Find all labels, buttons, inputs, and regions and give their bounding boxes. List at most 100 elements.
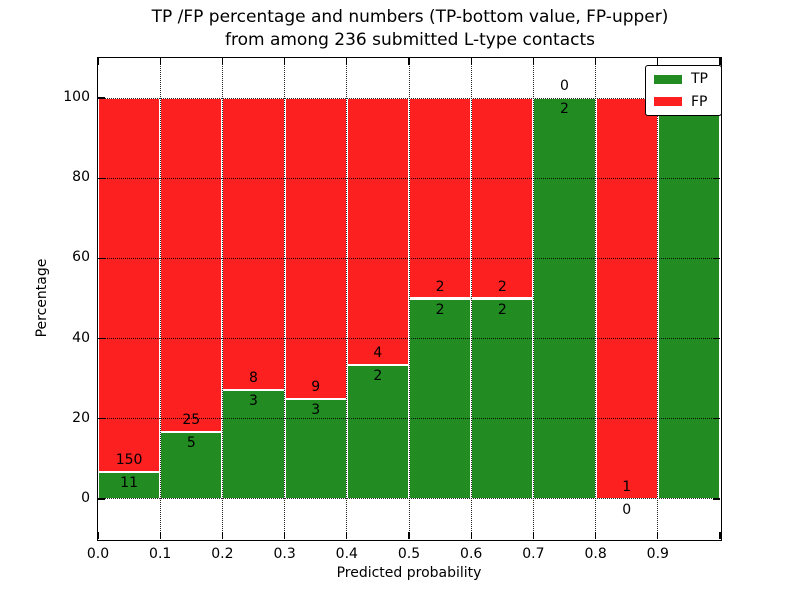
bar-count-label-tp: 2	[435, 301, 445, 318]
x-tick-mark	[595, 532, 597, 539]
legend-entry-fp: FP	[646, 94, 721, 110]
bar-segment-fp	[471, 98, 534, 299]
bar-count-label-fp: 25	[182, 412, 201, 429]
y-tick-mark-right	[713, 498, 720, 500]
x-tick-mark-top	[719, 58, 721, 65]
bar-count-label-tp: 11	[120, 474, 139, 491]
x-tick-mark	[159, 532, 161, 539]
bar-count-label-tp: 5	[186, 435, 196, 452]
bar-count-label-tp: 2	[560, 101, 569, 118]
bar-segment-tp	[409, 298, 472, 499]
x-tick-mark	[532, 532, 534, 539]
bar-segment-fp	[222, 98, 285, 390]
bar-count-label-tp: 0	[622, 501, 632, 518]
x-tick-mark	[221, 532, 223, 539]
bar-count-label-fp: 9	[311, 378, 321, 395]
bar-segment-fp	[346, 98, 409, 366]
bar-count-label-fp: 150	[115, 451, 143, 468]
y-tick-mark-right	[713, 418, 720, 420]
x-tick-mark	[284, 532, 286, 539]
chart-title-line1: TP /FP percentage and numbers (TP-bottom…	[151, 7, 669, 27]
bar-segment-fp	[98, 98, 161, 472]
x-tick-label: 0.5	[397, 546, 421, 562]
y-tick-label: 80	[72, 169, 90, 186]
y-tick-label: 100	[63, 89, 90, 106]
y-tick-mark-right	[713, 257, 720, 259]
gridline-vertical	[532, 58, 534, 539]
x-tick-label: 0.6	[460, 546, 483, 562]
x-tick-label: 0.9	[646, 546, 669, 562]
bar-count-label-tp: 2	[497, 301, 507, 318]
bar-segment-tp	[346, 365, 409, 499]
y-tick-label: 0	[81, 489, 90, 506]
x-tick-mark-top	[346, 58, 348, 65]
x-tick-mark	[408, 532, 410, 539]
x-tick-mark	[346, 532, 348, 539]
bar-count-label-fp: 0	[560, 78, 569, 95]
x-tick-label: 0.1	[149, 546, 172, 562]
gridline-horizontal	[98, 498, 720, 500]
x-tick-mark-top	[284, 58, 286, 65]
tp-swatch-icon	[654, 74, 682, 84]
bar-count-label-fp: 2	[435, 278, 445, 295]
x-tick-label: 0.0	[86, 546, 110, 562]
bar-segment-fp	[595, 98, 658, 499]
bar-count-label-tp: 2	[373, 368, 383, 385]
gridline-vertical	[221, 58, 223, 539]
x-tick-label: 0.3	[273, 546, 296, 562]
x-axis-label: Predicted probability	[336, 565, 482, 581]
x-tick-label: 0.7	[522, 546, 545, 562]
y-tick-mark	[98, 257, 105, 259]
legend-entry-tp: TP	[646, 71, 721, 87]
y-tick-label: 20	[72, 409, 90, 426]
bar-count-label-fp: 2	[497, 278, 507, 295]
x-tick-mark	[657, 532, 659, 539]
bar-segment-tp	[533, 98, 596, 499]
bar-count-label-fp: 8	[249, 369, 258, 386]
x-tick-mark	[719, 532, 721, 539]
gridline-vertical	[346, 58, 348, 539]
legend-label-fp: FP	[691, 93, 708, 110]
y-tick-mark-right	[713, 177, 720, 179]
bar-segment-tp	[98, 471, 161, 499]
bar-segment-tp	[657, 98, 720, 499]
gridline-vertical	[470, 58, 472, 539]
x-tick-mark-top	[97, 58, 99, 65]
gridline-vertical	[657, 58, 659, 539]
bar-segment-tp	[222, 389, 285, 499]
chart-title-line2: from among 236 submitted L-type contacts	[224, 30, 595, 50]
legend-label-tp: TP	[691, 71, 708, 88]
x-tick-mark-top	[221, 58, 223, 65]
x-tick-label: 0.2	[211, 546, 234, 562]
fp-swatch-icon	[654, 97, 682, 107]
gridline-vertical	[408, 58, 410, 539]
gridline-vertical	[595, 58, 597, 539]
y-tick-mark	[98, 418, 105, 420]
x-tick-label: 0.4	[335, 546, 358, 562]
x-tick-mark-top	[595, 58, 597, 65]
gridline-horizontal	[98, 177, 720, 179]
bar-segment-fp	[284, 98, 347, 399]
gridline-vertical	[159, 58, 161, 539]
x-tick-mark-top	[532, 58, 534, 65]
x-tick-label: 0.8	[584, 546, 607, 562]
y-tick-mark	[98, 337, 105, 340]
gridline-horizontal	[98, 97, 720, 99]
y-tick-label: 40	[72, 329, 90, 346]
x-tick-mark	[97, 532, 99, 539]
y-tick-mark-right	[713, 337, 720, 340]
bar-segment-tp	[284, 398, 347, 499]
y-tick-mark	[98, 498, 105, 500]
bar-segment-fp	[409, 98, 472, 299]
x-tick-mark-top	[159, 58, 161, 65]
gridline-horizontal	[98, 338, 720, 340]
bar-segment-tp	[160, 432, 223, 499]
plot-area	[97, 57, 722, 541]
gridline-horizontal	[98, 418, 720, 420]
gridline-vertical	[284, 58, 286, 539]
bar-count-label-fp: 4	[373, 345, 383, 362]
y-tick-label: 60	[72, 249, 90, 266]
chart-title: TP /FP percentage and numbers (TP-bottom…	[0, 6, 800, 52]
bar-count-label-fp: 1	[622, 478, 632, 495]
